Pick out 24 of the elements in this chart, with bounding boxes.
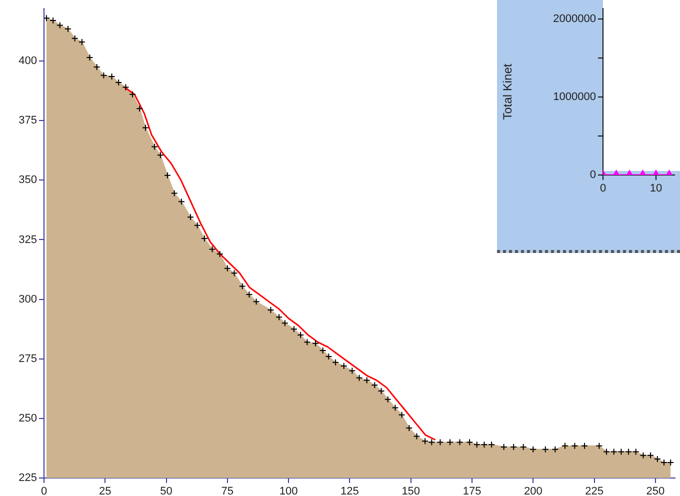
y-tick-label: 0 — [590, 169, 596, 182]
y-tick-label: 1000000 — [553, 90, 596, 103]
x-tick-label: 150 — [402, 486, 420, 496]
y-tick-label: 225 — [18, 472, 37, 484]
y-tick-label: 2000000 — [553, 12, 596, 25]
x-tick-label: 0 — [40, 486, 48, 496]
x-tick-label: 75 — [221, 486, 234, 496]
x-tick-label: 225 — [585, 486, 604, 496]
y-tick-label: 250 — [18, 412, 37, 424]
y-tick-label: 300 — [18, 293, 37, 306]
x-tick-label: 50 — [160, 486, 172, 496]
y-tick-label: 400 — [18, 55, 37, 68]
x-tick-label: 200 — [524, 486, 542, 496]
x-tick-label: 250 — [646, 486, 665, 496]
y-tick-label: 275 — [18, 352, 37, 365]
x-tick-label: 100 — [279, 486, 298, 496]
x-tick-label: 25 — [99, 486, 112, 496]
x-tick-label: 175 — [462, 486, 482, 496]
x-tick-label: 10 — [650, 182, 662, 195]
x-tick-label: 125 — [340, 486, 359, 496]
y-tick-label: 325 — [18, 234, 37, 246]
y-tick-label: 350 — [18, 174, 37, 186]
y-tick-label: 375 — [18, 114, 37, 127]
y-axis-title: Total Kinet — [500, 63, 515, 120]
